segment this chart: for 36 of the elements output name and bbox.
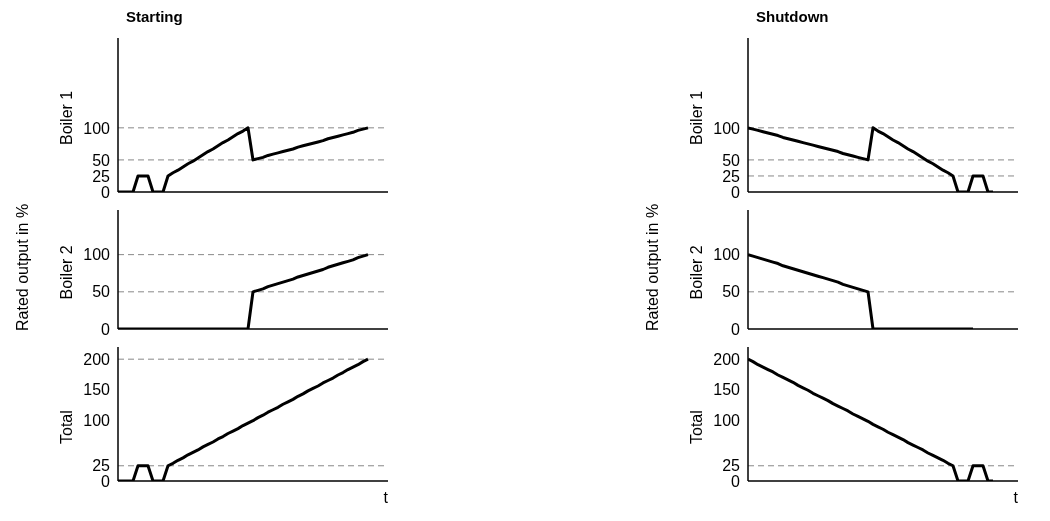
y-tick-label: 0 — [101, 183, 111, 201]
x-axis-title: t — [1013, 489, 1019, 506]
y-tick-label: 150 — [83, 381, 111, 399]
y-tick-label: 50 — [722, 151, 741, 169]
y-tick-label: 100 — [83, 119, 111, 137]
y-tick-label: 100 — [83, 411, 111, 429]
y-tick-label: 0 — [101, 320, 111, 338]
y-tick-label: 200 — [713, 350, 741, 368]
y-tick-label: 0 — [731, 320, 741, 338]
y-tick-label: 100 — [713, 411, 741, 429]
y-tick-label: 100 — [83, 246, 111, 264]
text: Rated output in % — [644, 203, 662, 331]
y-tick-label: 100 — [713, 246, 741, 264]
text: Rated output in % — [14, 203, 32, 331]
y-axis-title: Boiler 1 — [57, 90, 75, 145]
y-tick-label: 50 — [92, 283, 111, 301]
y-tick-label: 0 — [731, 472, 741, 490]
x-axis-title: t — [383, 489, 389, 506]
y-axis-title: Total — [57, 410, 75, 444]
y-tick-label: 25 — [92, 167, 111, 185]
y-axis-title: Boiler 2 — [57, 245, 75, 300]
y-tick-label: 50 — [722, 283, 741, 301]
y-tick-label: 0 — [101, 472, 111, 490]
y-axis-title: Boiler 1 — [687, 90, 705, 145]
chart-title: Shutdown — [756, 8, 829, 25]
y-tick-label: 50 — [92, 151, 111, 169]
y-tick-label: 0 — [731, 183, 741, 201]
y-axis-title: Boiler 2 — [687, 245, 705, 300]
y-tick-label: 150 — [713, 381, 741, 399]
y-tick-label: 100 — [713, 119, 741, 137]
y-tick-label: 25 — [92, 457, 111, 475]
y-tick-label: 25 — [722, 457, 741, 475]
y-tick-label: 200 — [83, 350, 111, 368]
chart-title: Starting — [126, 8, 183, 25]
y-tick-label: 25 — [722, 167, 741, 185]
y-axis-title: Total — [687, 410, 705, 444]
